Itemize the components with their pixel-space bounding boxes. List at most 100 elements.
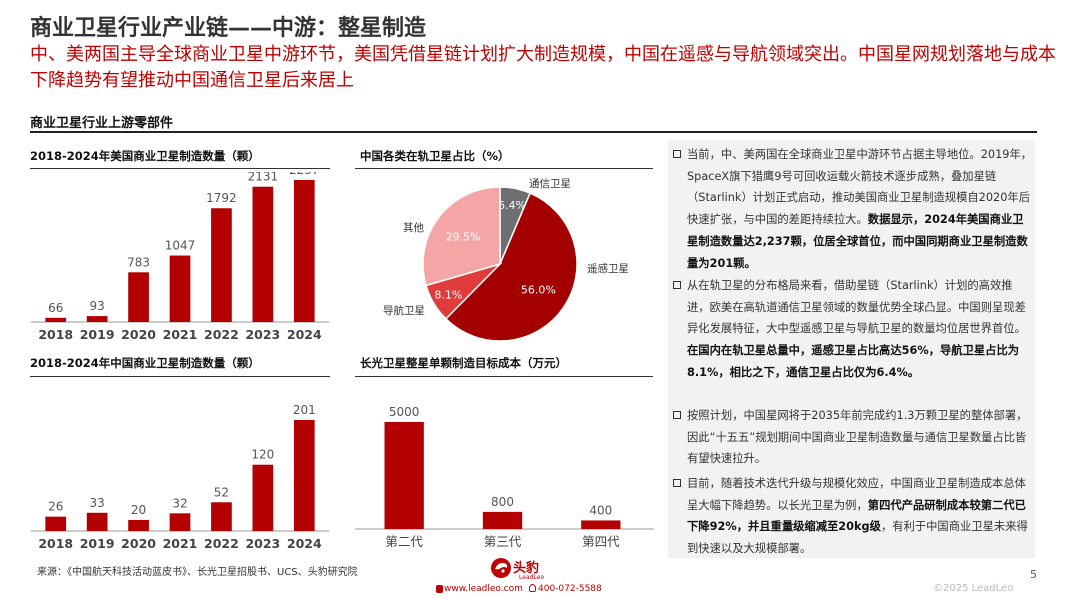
bar-value-label: 800 bbox=[491, 495, 514, 509]
bar bbox=[384, 422, 424, 529]
cost-bar-chart: 5000 第二代 800 第三代 400 第四代 bbox=[355, 405, 654, 549]
page-subtitle: 中、美两国主导全球商业卫星中游环节，美国凭借星链计划扩大制造规模，中国在遥感与导… bbox=[30, 44, 1056, 91]
x-tick-label: 第三代 bbox=[484, 534, 522, 549]
source-note: 来源：《中国航天科技活动蓝皮书》、长光卫星招股书、UCS、头豹研究院 bbox=[37, 567, 358, 578]
bar bbox=[252, 464, 274, 531]
us-chart-title: 2018-2024年美国商业卫星制造数量（颗） bbox=[30, 149, 260, 163]
x-tick-label: 第四代 bbox=[582, 534, 620, 549]
summary-bullet-3: 按照计划，中国星网将于2035年前完成约1.3万颗卫星的整体部署，因此“十五五”… bbox=[673, 405, 1033, 470]
logo-text: 头豹 bbox=[513, 561, 540, 576]
bar-value-label: 783 bbox=[127, 255, 150, 269]
bar bbox=[128, 519, 149, 531]
bullet-text: ，有利于中国商业卫星未来得到快速以及大规模部署。 bbox=[687, 520, 1028, 556]
page-number: 5 bbox=[1030, 568, 1037, 581]
x-tick-label: 2022 bbox=[204, 327, 239, 342]
x-tick-label: 2024 bbox=[287, 536, 322, 551]
x-tick-label: 2023 bbox=[245, 536, 280, 551]
bar bbox=[86, 316, 108, 322]
phone-icon bbox=[529, 584, 536, 592]
x-tick-label: 2020 bbox=[121, 327, 156, 342]
phone-number: 400-072-5588 bbox=[538, 584, 602, 594]
pie-chart-rule bbox=[355, 168, 653, 169]
website-link[interactable]: www.leadleo.com bbox=[444, 584, 523, 594]
x-tick-label: 2019 bbox=[80, 536, 115, 551]
summary-panel bbox=[668, 140, 1035, 558]
bar bbox=[169, 513, 191, 531]
bar bbox=[293, 420, 315, 531]
bullet-highlight-text: 第四代产品研制成本较第二代已下降92%，并且重量级缩减至20kg级 bbox=[687, 498, 1026, 534]
cn-chart-rule bbox=[30, 376, 330, 377]
pie-value-label: 29.5% bbox=[446, 230, 481, 243]
bullet-highlight-text: 在国内在轨卫星总量中，遥感卫星占比高达56%，导航卫星占比为8.1%，相比之下，… bbox=[687, 344, 1020, 379]
cn-bar-chart: 2620183320192020203220215220221202023201… bbox=[31, 403, 329, 551]
pie-value-label: 56.0% bbox=[521, 284, 556, 297]
pie-slice bbox=[422, 186, 501, 287]
checkbox-bullet-icon bbox=[673, 411, 681, 419]
summary-bullet-4: 目前，随着技术迭代升级与规模化效应，中国商业卫星制造成本总体呈大幅下降趋势。以长… bbox=[673, 473, 1033, 560]
bar bbox=[169, 255, 191, 322]
pie-chart-title: 中国各类在轨卫星占比（%） bbox=[360, 149, 510, 163]
section-heading: 商业卫星行业上游零部件 bbox=[30, 116, 174, 131]
x-tick-label: 2021 bbox=[163, 327, 198, 342]
bar-value-label: 32 bbox=[172, 496, 187, 510]
us-bar-chart: 66 2018 93 2019 783 2020 1047 2021 1792 2022 2131 2… bbox=[31, 172, 329, 342]
bar bbox=[581, 520, 621, 529]
x-tick-label: 2024 bbox=[287, 327, 322, 342]
x-tick-label: 2020 bbox=[121, 536, 156, 551]
pie-category-label: 遥感卫星 bbox=[587, 262, 629, 275]
bar-value-label: 5000 bbox=[389, 405, 420, 419]
bar-value-label: 201 bbox=[293, 403, 316, 417]
pie-value-label: 6.4% bbox=[498, 199, 526, 212]
bar-value-label: 2237 bbox=[289, 172, 320, 177]
pie-category-label: 通信卫星 bbox=[529, 178, 571, 190]
summary-bullet-2: 从在轨卫星的分布格局来看，借助星链（Starlink）计划的高效推进，欧美在高轨… bbox=[673, 275, 1033, 384]
bar-value-label: 1792 bbox=[206, 191, 237, 205]
pie-chart: 6.4%通信卫星 56.0% 遥感卫星 8.1% 导航卫星 29.5% 其他 bbox=[383, 178, 629, 342]
bullet-text: 从在轨卫星的分布格局来看，借助星链（Starlink）计划的高效推进，欧美在高轨… bbox=[687, 279, 1026, 336]
bar bbox=[86, 512, 108, 531]
bar bbox=[293, 180, 315, 322]
summary-bullet-1: 当前，中、美两国在全球商业卫星中游环节占据主导地位。2019年，SpaceX旗下… bbox=[673, 144, 1033, 274]
x-tick-label: 2018 bbox=[38, 536, 73, 551]
bar-value-label: 66 bbox=[48, 301, 63, 315]
bar bbox=[211, 208, 232, 322]
bar-value-label: 26 bbox=[48, 500, 63, 514]
bullet-text: 目前，随着技术迭代升级与规模化效应，中国商业卫星制造成本总体呈大幅下降趋势。以长… bbox=[687, 477, 1026, 512]
bar-value-label: 20 bbox=[131, 503, 146, 517]
bar-value-label: 93 bbox=[90, 299, 105, 313]
bar-value-label: 120 bbox=[251, 448, 274, 462]
pie-slice bbox=[444, 192, 578, 342]
x-tick-label: 2021 bbox=[163, 536, 198, 551]
bar-value-label: 33 bbox=[90, 496, 105, 510]
logo-subtext: LeadLeo bbox=[519, 574, 545, 581]
bar bbox=[252, 186, 274, 322]
bar bbox=[45, 516, 67, 531]
bar bbox=[211, 502, 232, 531]
checkbox-bullet-icon bbox=[673, 281, 681, 289]
x-tick-label: 2018 bbox=[38, 327, 73, 342]
bullet-highlight-text: 数据显示，2024年美国商业卫星制造数量达2,237颗，位居全球首位，而中国同期… bbox=[687, 213, 1028, 270]
bar-value-label: 52 bbox=[214, 485, 229, 499]
bar-value-label: 2131 bbox=[248, 172, 279, 184]
leopard-logo-icon bbox=[491, 558, 511, 578]
copyright: ©2025 LeadLeo bbox=[933, 583, 1014, 594]
pie-category-label: 其他 bbox=[403, 221, 424, 234]
pie-category-label: 导航卫星 bbox=[383, 304, 425, 317]
x-tick-label: 2023 bbox=[245, 327, 280, 342]
bar-value-label: 1047 bbox=[165, 239, 196, 253]
cn-chart-title: 2018-2024年中国商业卫星制造数量（颗） bbox=[30, 356, 260, 370]
bullet-text: 当前，中、美两国在全球商业卫星中游环节占据主导地位。2019年，SpaceX旗下… bbox=[687, 148, 1033, 227]
page-title: 商业卫星行业产业链——中游：整星制造 bbox=[30, 16, 427, 41]
us-chart-rule bbox=[30, 168, 330, 169]
x-tick-label: 2022 bbox=[204, 536, 239, 551]
bar bbox=[482, 511, 523, 529]
section-divider bbox=[30, 131, 1037, 133]
x-tick-label: 2019 bbox=[80, 327, 115, 342]
web-icon bbox=[436, 585, 443, 593]
bar-value-label: 400 bbox=[589, 503, 612, 517]
cost-chart-rule bbox=[355, 376, 653, 377]
x-tick-label: 第二代 bbox=[385, 534, 423, 549]
bar bbox=[128, 272, 149, 322]
bar bbox=[45, 317, 67, 322]
pie-value-label: 8.1% bbox=[434, 289, 462, 302]
